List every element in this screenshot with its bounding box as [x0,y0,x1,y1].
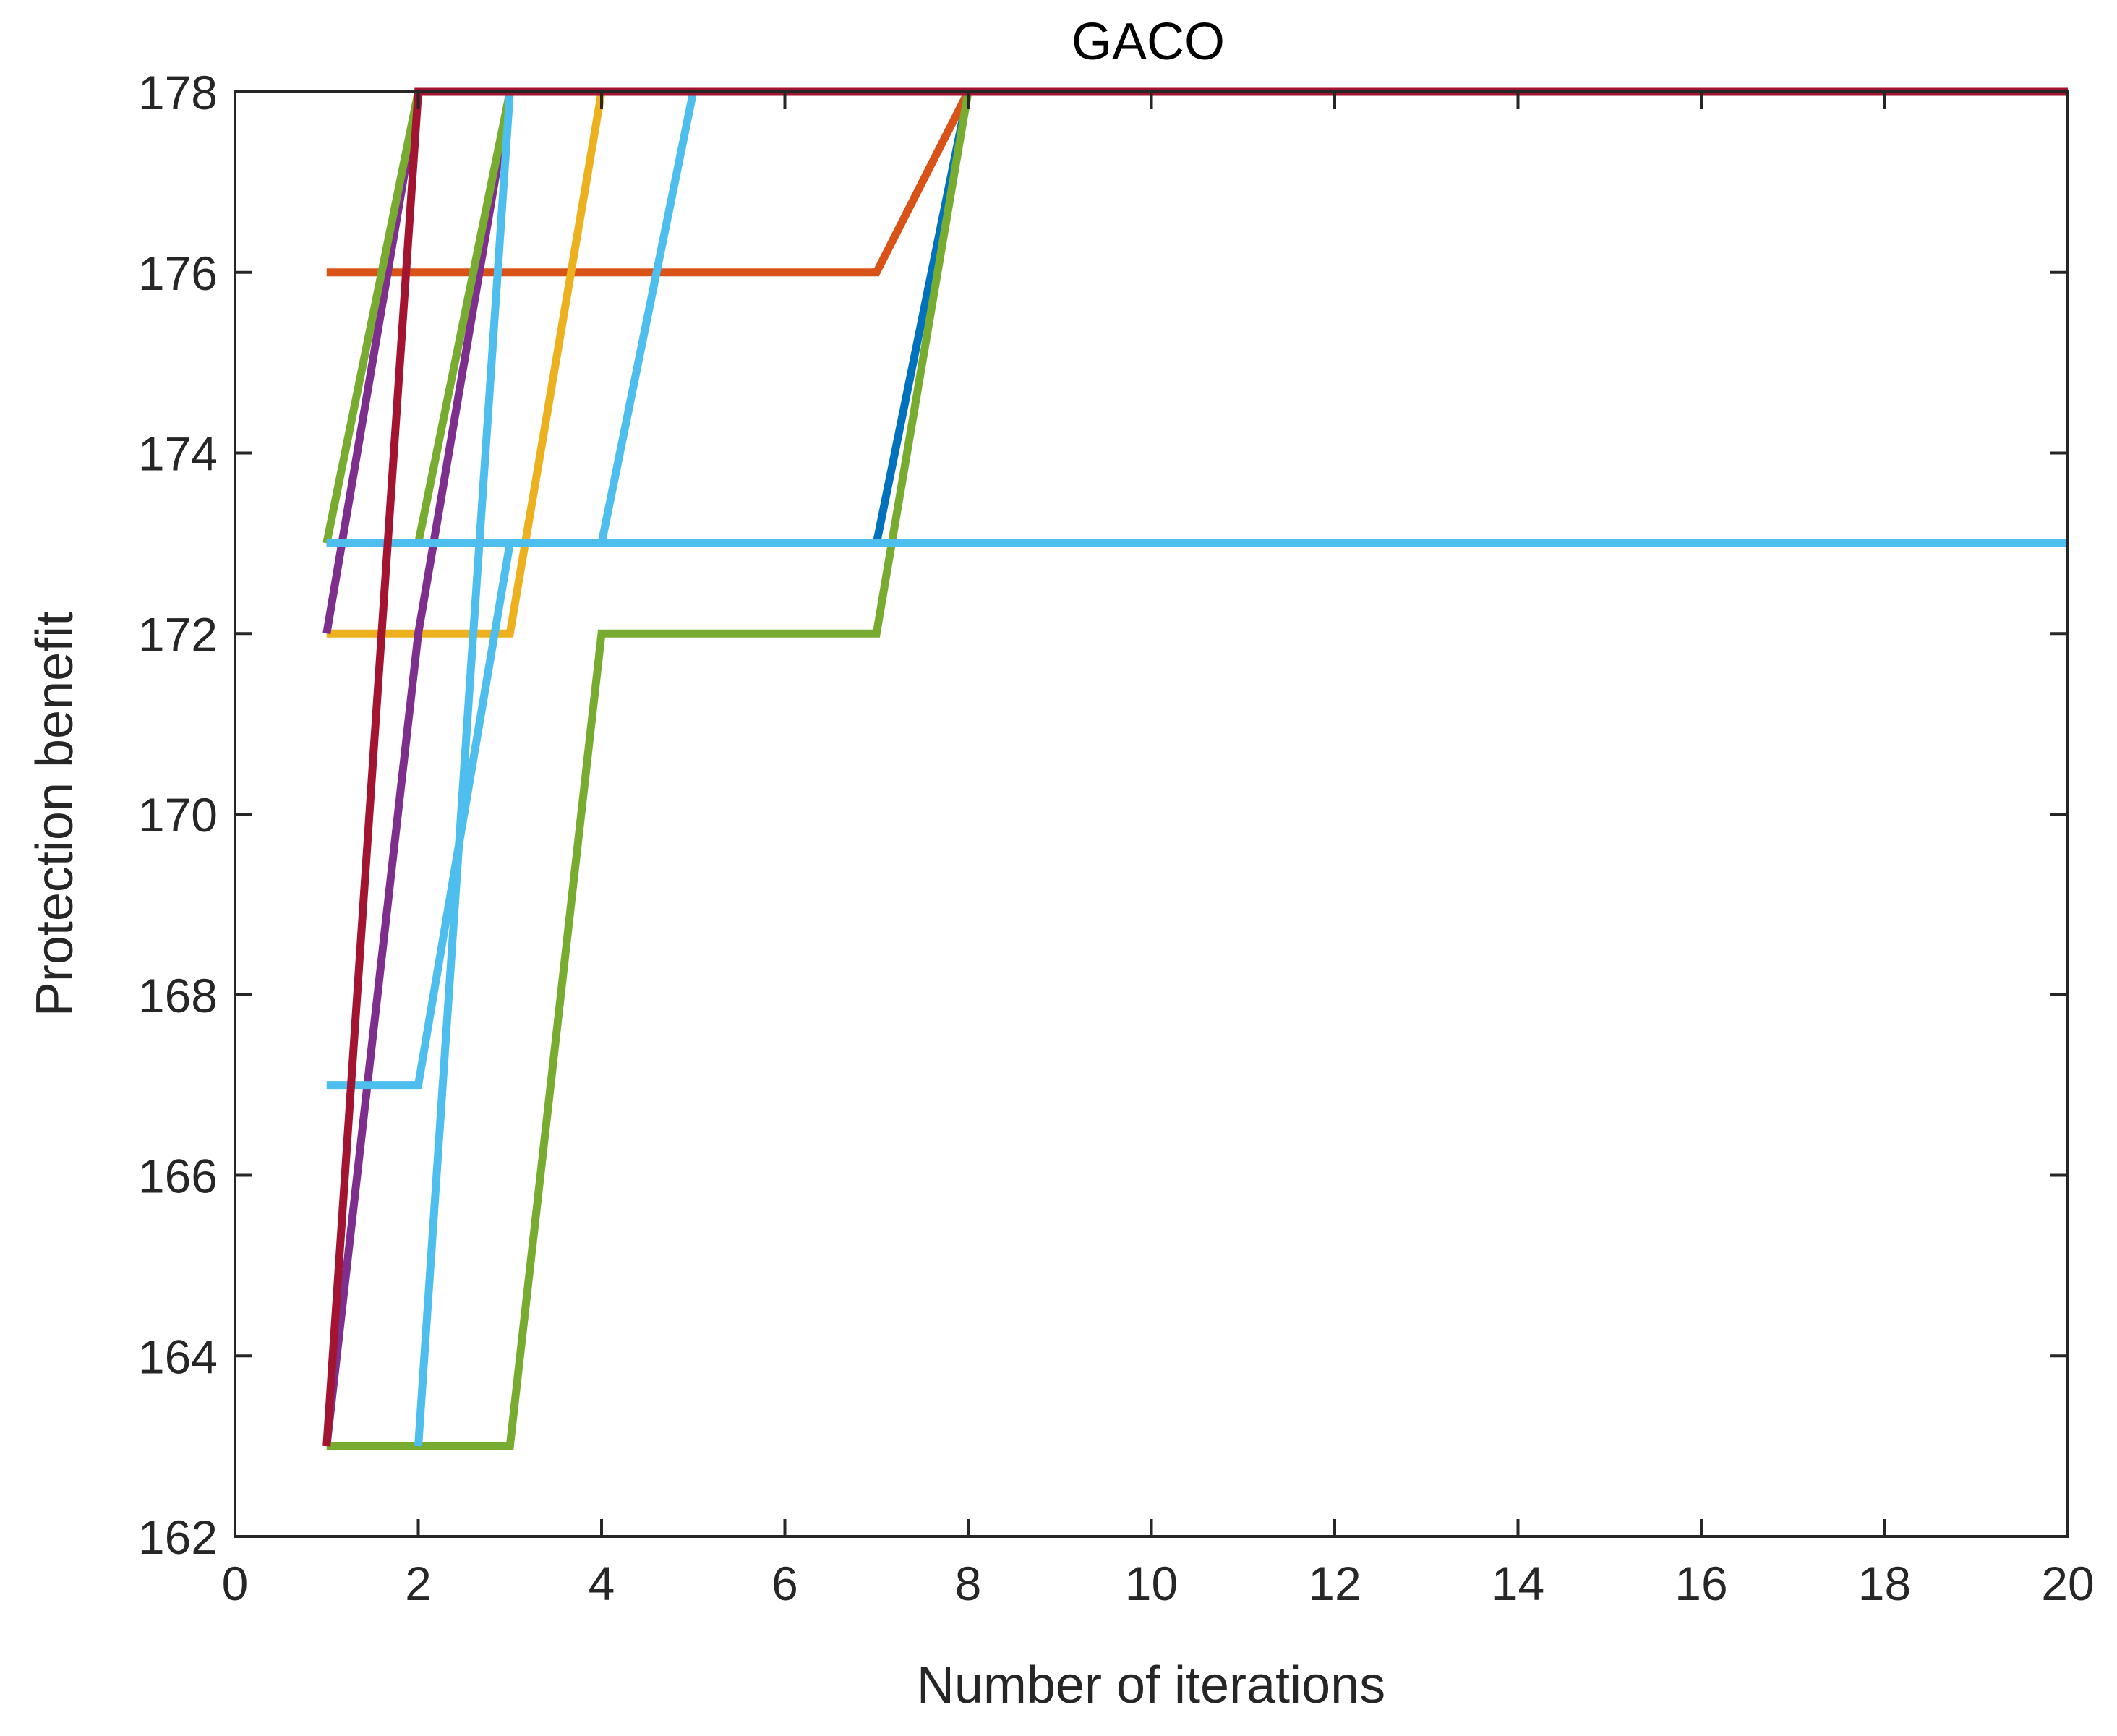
x-tick-label-16: 16 [1675,1557,1727,1610]
y-tick-label-172: 172 [138,607,218,661]
x-tick-label-14: 14 [1492,1557,1544,1610]
y-tick-label-176: 176 [138,247,218,300]
x-tick-label-8: 8 [955,1557,982,1610]
series-line-7 [414,87,2068,544]
x-tick-label-6: 6 [771,1557,798,1610]
series-line-9 [326,539,2068,1090]
x-axis: 0 2 4 6 8 10 12 14 16 18 20 [222,92,2095,1610]
y-tick-label-162: 162 [138,1510,218,1564]
plot-frame [234,90,2069,1538]
x-tick-label-2: 2 [405,1557,432,1610]
y-tick-label-170: 170 [138,788,218,842]
series-line-3 [326,87,2068,638]
x-tick-label-10: 10 [1125,1557,1178,1610]
y-tick-label-178: 178 [138,66,218,119]
y-axis-label: Protection benefit [26,612,84,1017]
y-tick-label-166: 166 [138,1150,218,1203]
x-tick-label-20: 20 [2041,1557,2094,1610]
y-tick-label-168: 168 [138,969,218,1022]
series-line-10 [414,87,2068,1447]
x-tick-label-0: 0 [222,1557,249,1610]
y-tick-label-174: 174 [138,427,218,481]
x-tick-label-18: 18 [1858,1557,1911,1610]
series-line-8 [326,87,2068,1450]
x-tick-label-12: 12 [1308,1557,1361,1610]
y-axis: 162 164 166 168 170 172 174 176 178 [138,66,2068,1564]
series-layer [322,87,2068,1450]
chart-title: GACO [1072,13,1225,71]
y-tick-label-164: 164 [138,1330,218,1383]
x-axis-label: Number of iterations [917,1656,1385,1714]
x-tick-label-4: 4 [589,1557,615,1610]
